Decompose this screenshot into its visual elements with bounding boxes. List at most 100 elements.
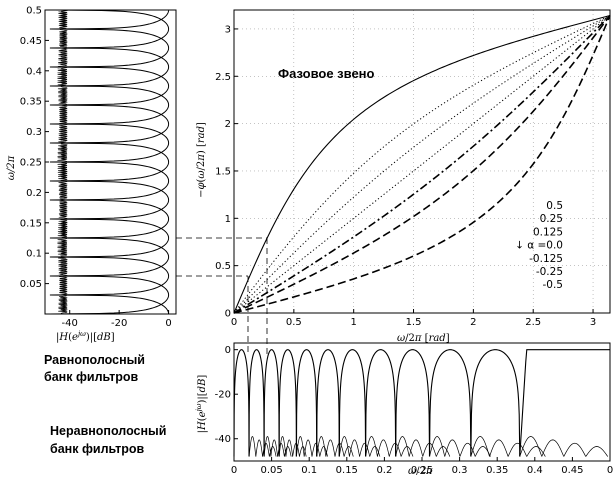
- nonuniform-sidelobe: [369, 446, 381, 457]
- nonuniform-caption-line1: Неравнополосный: [50, 424, 166, 438]
- nonuniform-bank-ticks: 0 0.05 0.1 0.15 0.2 0.25 0.3 0.35 0.4 0.45 0 0 -20 -4…: [215, 345, 614, 476]
- nonuniform-xtick-label: 0: [607, 465, 613, 476]
- uniform-ytick-label: 0.35: [20, 97, 42, 108]
- phase-ytick-label: 1: [225, 214, 231, 225]
- nonuniform-sidelobe: [435, 446, 451, 457]
- nonuniform-bank-curves: [233, 349, 610, 457]
- nonuniform-sidelobe: [444, 439, 461, 457]
- uniform-band-ripple: [57, 9, 68, 28]
- nonuniform-sidelobe: [507, 442, 528, 457]
- nonuniform-bank-ylabel: |H(ejω)|[dB]: [195, 375, 208, 434]
- nonuniform-sidelobe: [343, 446, 354, 457]
- uniform-band-curve: [49, 180, 170, 220]
- uniform-band-curve: [49, 10, 170, 30]
- alpha-label: 0.25: [540, 213, 563, 225]
- phase-ytick-label: 2.5: [215, 72, 231, 83]
- phase-series-line: [233, 15, 611, 314]
- nonuniform-band-curve: [263, 349, 280, 457]
- nonuniform-band-curve: [470, 349, 521, 457]
- nonuniform-xtick-label: 0.35: [486, 465, 508, 476]
- nonuniform-band-curve: [248, 349, 265, 457]
- uniform-bank-ticks: -40 -20 0 0.05 0.1 0.15 0.2 0.25 0.3 0.35 0.4 0.45 0…: [20, 6, 172, 330]
- nonuniform-sidelobe: [526, 446, 546, 457]
- nonuniform-sidelobe: [296, 436, 305, 457]
- nonuniform-sidelobe: [319, 446, 328, 457]
- phase-xtick-label: 3: [590, 317, 596, 328]
- uniform-band-curve: [49, 9, 170, 49]
- uniform-xtick-label: -40: [62, 318, 78, 329]
- nonuniform-band-curve: [365, 349, 397, 457]
- phase-xtick-label: 2.5: [525, 317, 541, 328]
- nonuniform-sidelobe: [303, 439, 313, 457]
- alpha-label: 0.5: [546, 200, 563, 212]
- nonuniform-sidelobe: [519, 436, 543, 457]
- nonuniform-xtick-label: 0.15: [336, 465, 358, 476]
- uniform-band-curve: [49, 237, 170, 277]
- nonuniform-band-curve: [395, 349, 431, 457]
- phase-ytick-label: 3: [225, 24, 231, 35]
- nonuniform-sidelobe: [248, 436, 257, 457]
- uniform-ytick-label: 0.05: [20, 279, 42, 290]
- nonuniform-ytick-label: -40: [215, 434, 231, 445]
- phase-series-line: [233, 14, 611, 314]
- uniform-band-curve: [49, 28, 170, 68]
- alpha-label: 0.125: [533, 226, 563, 238]
- phase-ytick-label: 1.5: [215, 166, 231, 177]
- nonuniform-sidelobe: [408, 439, 424, 457]
- nonuniform-ytick-label: 0: [225, 345, 231, 356]
- nonuniform-band-curve: [233, 349, 250, 457]
- nonuniform-xtick-label: 0.45: [561, 465, 583, 476]
- nonuniform-band-curve: [338, 349, 367, 457]
- uniform-band-curve: [49, 199, 170, 239]
- nonuniform-ytick-label: -20: [215, 390, 231, 401]
- alpha-label: -0.125: [529, 253, 563, 265]
- uniform-xtick-label: 0: [165, 318, 171, 329]
- nonuniform-sidelobe: [395, 436, 410, 457]
- phase-title: Фазовое звено: [278, 66, 375, 81]
- phase-series-line: [233, 15, 611, 314]
- nonuniform-bank-chart: 0 0.05 0.1 0.15 0.2 0.25 0.3 0.35 0.4 0.45 0 0 -20 -4…: [195, 342, 614, 477]
- uniform-band-curve: [49, 66, 170, 106]
- uniform-xtick-label: -20: [111, 318, 127, 329]
- nonuniform-sidelobe: [263, 436, 272, 457]
- uniform-bank-xlabel: |H(ejω)|[dB]: [56, 330, 115, 343]
- nonuniform-sidelobe: [278, 436, 287, 457]
- nonuniform-sidelobe: [349, 439, 360, 457]
- nonuniform-xtick-label: 0: [231, 465, 237, 476]
- phase-series-line: [233, 15, 611, 314]
- alpha-legend: 0.50.250.125 ↓ α =0.0-0.125-0.25-0.5: [515, 200, 563, 291]
- uniform-band-curve: [49, 123, 170, 163]
- phase-ytick-label: 0.5: [215, 261, 231, 272]
- nonuniform-caption-line2: банк фильтров: [50, 442, 144, 456]
- phase-ylabel: −φ(ω/2π) [rad]: [196, 122, 207, 198]
- uniform-ytick-label: 0.45: [20, 36, 42, 47]
- phase-ticks: 0 0.5 1 1.5 2 2.5 3 0 0.5 1 1.5 2 2.5 3: [215, 24, 596, 328]
- uniform-band-curve: [49, 275, 170, 315]
- uniform-bank-ylabel: ω/2π: [6, 155, 17, 180]
- nonuniform-sidelobe: [377, 439, 390, 457]
- alpha-label: -0.25: [536, 266, 563, 278]
- nonuniform-band-curve: [316, 349, 340, 457]
- phase-series-line: [233, 14, 611, 314]
- nonuniform-sidelobe: [541, 439, 565, 457]
- phase-curves: [233, 14, 611, 314]
- nonuniform-sidelobe: [285, 439, 294, 457]
- nonuniform-band-curve: [519, 349, 610, 457]
- phase-xtick-label: 2: [470, 317, 476, 328]
- nonuniform-sidelobe: [429, 436, 446, 457]
- nonuniform-xtick-label: 0.25: [411, 465, 433, 476]
- phase-ytick-label: 0: [225, 309, 231, 320]
- alpha-label: ↓ α =0.0: [515, 240, 563, 252]
- uniform-ytick-label: 0.4: [26, 66, 42, 77]
- uniform-ytick-label: 0.1: [26, 249, 42, 260]
- uniform-band-curve: [49, 142, 170, 182]
- nonuniform-xtick-label: 0.05: [260, 465, 282, 476]
- phase-xtick-label: 0: [231, 317, 237, 328]
- uniform-band-curve: [49, 218, 170, 258]
- connecting-guides: [176, 237, 268, 356]
- nonuniform-band-curve: [295, 349, 318, 457]
- alpha-label: -0.5: [543, 279, 564, 291]
- uniform-ytick-label: 0.3: [26, 127, 42, 138]
- nonuniform-sidelobe: [359, 442, 371, 457]
- uniform-ytick-label: 0.2: [26, 188, 42, 199]
